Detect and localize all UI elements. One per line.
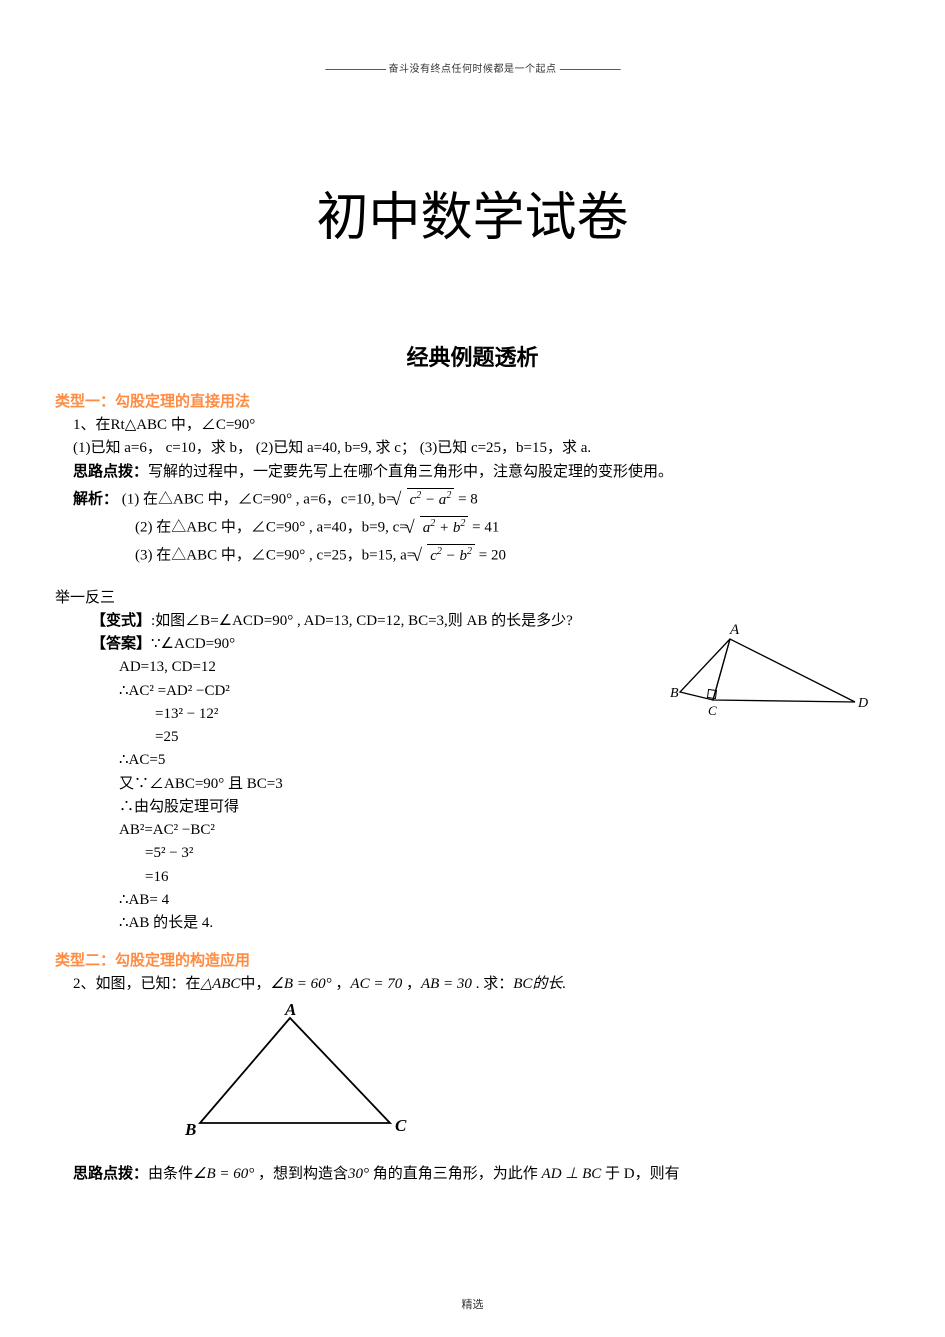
label-B: B	[670, 686, 679, 701]
h2-30: 30°	[348, 1166, 369, 1182]
ans-line6: 又∵∠ABC=90° 且 BC=3	[55, 773, 890, 796]
variation-block: 举一反三 【变式】:如图∠B=∠ACD=90° , AD=13, CD=12, …	[55, 587, 890, 936]
p2-angleb: ∠B = 60°	[270, 976, 331, 992]
sub-title: 经典例题透析	[55, 340, 890, 372]
p2-triangle: △ABC	[201, 976, 241, 992]
solution-row1: 解析： (1) 在△ABC 中，∠C=90° , a=6，c=10, b= c2 …	[55, 488, 890, 512]
sol2-result: = 41	[468, 520, 499, 536]
ans-line9: =5² − 3²	[55, 842, 890, 865]
label-D: D	[857, 696, 868, 711]
sol2-sqrt: a2 + b2	[420, 516, 469, 540]
hint-label: 思路点拨：	[73, 464, 148, 480]
ans-line7: ∴由勾股定理可得	[55, 796, 890, 819]
sol2-prefix: (2) 在△ABC 中，∠C=90° , a=40，b=9, c=	[135, 520, 408, 536]
ans-line10: =16	[55, 866, 890, 889]
sol1-prefix: (1) 在△ABC 中，∠C=90° , a=6，c=10, b=	[122, 491, 395, 507]
sqrt-icon: c2 − b2	[415, 544, 475, 568]
p2-bc: BC的长.	[513, 976, 566, 992]
sol3-prefix: (3) 在△ABC 中，∠C=90° , c=25，b=15, a=	[135, 548, 415, 564]
h2-3: 角的直角三角形，为此作	[369, 1166, 542, 1182]
p2-ac: AC = 70	[350, 976, 402, 992]
problem1-subs: (1)已知 a=6， c=10，求 b， (2)已知 a=40, b=9, 求 …	[55, 437, 890, 460]
sol1-result: = 8	[454, 491, 477, 507]
sqrt-icon: a2 + b2	[408, 516, 469, 540]
label-C2: C	[395, 1116, 407, 1135]
answer-prefix: ∵∠ACD=90°	[151, 636, 235, 652]
variant-text: :如图∠B=∠ACD=90° , AD=13, CD=12, BC=3,则 AB…	[151, 613, 573, 629]
problem2-hint: 思路点拨：由条件∠B = 60° ，想到构造含30° 角的直角三角形，为此作 A…	[55, 1163, 890, 1186]
header-motto: 奋斗没有终点任何时候都是一个起点	[389, 64, 557, 75]
h2-2: ，想到构造含	[254, 1166, 348, 1182]
p2-t1: 如图，已知：在	[96, 976, 201, 992]
sol3-result: = 20	[475, 548, 506, 564]
problem2-num: 2、	[73, 976, 96, 992]
label-A2: A	[284, 1003, 296, 1019]
sol3-sqrt: c2 − b2	[427, 544, 475, 568]
label-C: C	[708, 703, 717, 718]
p2-c2: ，	[402, 976, 421, 992]
sol1-sqrt: c2 − a2	[407, 488, 455, 512]
section2-title: 类型二：勾股定理的构造应用	[55, 949, 890, 970]
solution-row3: (3) 在△ABC 中，∠C=90° , c=25，b=15, a= c2 − b…	[55, 544, 890, 568]
sqrt-icon: c2 − a2	[395, 488, 455, 512]
variation-heading: 举一反三	[55, 587, 890, 610]
label-A: A	[729, 622, 740, 638]
p2-c1: ，	[332, 976, 351, 992]
hint-text: 写解的过程中，一定要先写上在哪个直角三角形中，注意勾股定理的变形使用。	[148, 464, 673, 480]
page-footer: 精选	[0, 1296, 945, 1312]
hint2-label: 思路点拨：	[73, 1166, 148, 1182]
h2-1: 由条件	[148, 1166, 193, 1182]
p2-ab: AB = 30	[421, 976, 472, 992]
label-B2: B	[185, 1120, 196, 1139]
problem1-intro: 1、在Rt△ABC 中，∠C=90°	[55, 414, 890, 437]
p2-period: . 求：	[472, 976, 513, 992]
problem2-row: 2、如图，已知：在△ABC中，∠B = 60° ，AC = 70 ，AB = 3…	[55, 973, 890, 996]
ans-line5: ∴AC=5	[55, 749, 890, 772]
section1-title: 类型一：勾股定理的直接用法	[55, 390, 890, 411]
page-container: -------------------------- 奋斗没有终点任何时候都是一…	[0, 0, 945, 1216]
problem1-num: 1、	[73, 417, 96, 433]
problem1-hint: 思路点拨：写解的过程中，一定要先写上在哪个直角三角形中，注意勾股定理的变形使用。	[55, 461, 890, 484]
diagram-triangle-abcd: A B C D	[670, 622, 870, 742]
answer-label: 【答案】	[91, 636, 151, 652]
h2-4: 于 D，则有	[601, 1166, 679, 1182]
page-title: 初中数学试卷	[55, 175, 890, 250]
problem1-intro-text: 在Rt△ABC 中，∠C=90°	[96, 417, 256, 433]
variant-label: 【变式】	[91, 613, 151, 629]
solution-row2: (2) 在△ABC 中，∠C=90° , a=40，b=9, c= a2 + b2…	[55, 516, 890, 540]
dash-left: --------------------------	[325, 64, 386, 75]
ans-line11: ∴AB= 4	[55, 889, 890, 912]
p2-t2: 中，	[240, 976, 270, 992]
header-decoration: -------------------------- 奋斗没有终点任何时候都是一…	[55, 60, 890, 75]
h2-angle: ∠B = 60°	[193, 1166, 254, 1182]
diagram-triangle-abc: A B C	[185, 1003, 890, 1148]
dash-right: --------------------------	[560, 64, 621, 75]
ans-line12: ∴AB 的长是 4.	[55, 912, 890, 935]
solution-label: 解析：	[73, 491, 118, 507]
ans-line8: AB²=AC² −BC²	[55, 819, 890, 842]
h2-perp: AD ⊥ BC	[542, 1166, 602, 1182]
